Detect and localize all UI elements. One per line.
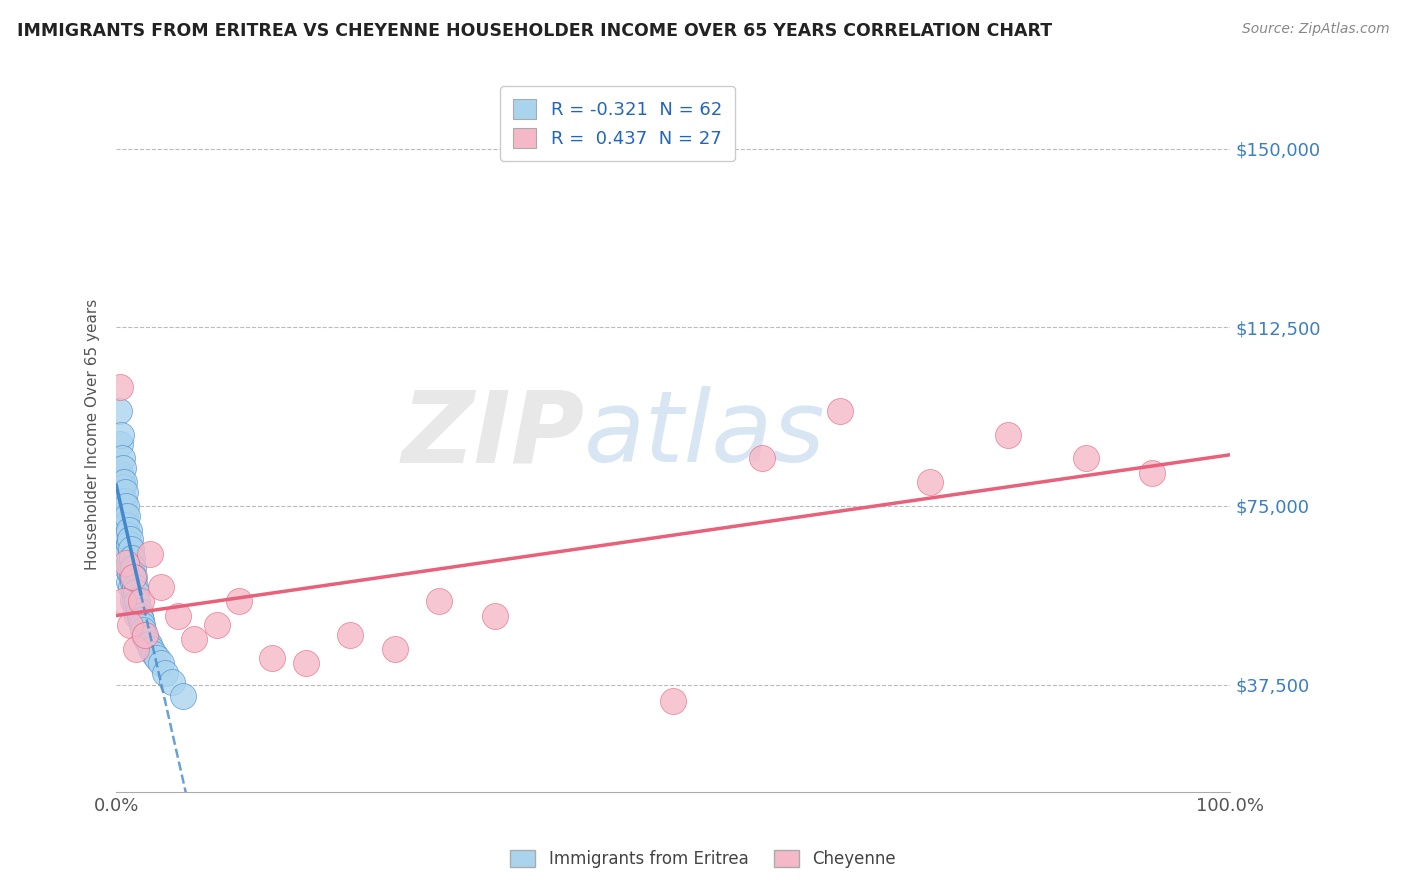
Point (228, 594, 250, 608)
Point (118, 618, 141, 632)
Point (111, 475, 134, 490)
Point (115, 537, 138, 551)
Point (384, 641, 406, 656)
Point (122, 570, 145, 584)
Point (751, 451, 773, 466)
Point (122, 584, 145, 599)
Point (111, 451, 134, 466)
Point (1142, 466, 1164, 480)
Point (135, 632, 157, 647)
Point (117, 547, 139, 561)
Y-axis label: Householder Income Over 65 years: Householder Income Over 65 years (86, 299, 100, 570)
Point (1074, 451, 1097, 466)
Point (110, 427, 132, 442)
Point (114, 533, 136, 547)
Point (117, 556, 139, 570)
Point (129, 594, 152, 608)
Point (111, 480, 134, 494)
Point (128, 604, 150, 618)
Point (115, 518, 138, 533)
Point (115, 499, 138, 513)
Text: Source: ZipAtlas.com: Source: ZipAtlas.com (1241, 22, 1389, 37)
Point (339, 627, 361, 641)
Point (132, 623, 155, 637)
Point (146, 651, 169, 665)
Point (134, 627, 156, 641)
Point (111, 504, 134, 518)
Point (118, 551, 141, 566)
Point (110, 484, 132, 499)
Point (160, 675, 183, 690)
Point (124, 594, 146, 608)
Point (121, 570, 143, 584)
Point (128, 608, 150, 623)
Point (112, 494, 135, 508)
Point (125, 584, 148, 599)
Point (112, 518, 135, 533)
Point (117, 537, 139, 551)
Point (118, 533, 141, 547)
Point (134, 627, 156, 641)
Point (262, 651, 284, 665)
Point (122, 594, 145, 608)
Point (139, 641, 162, 656)
Point (997, 427, 1019, 442)
Point (122, 575, 145, 590)
Point (118, 566, 141, 580)
Point (662, 694, 685, 708)
Point (138, 637, 160, 651)
Point (115, 556, 138, 570)
Point (111, 494, 134, 508)
Point (108, 437, 131, 451)
Point (149, 656, 172, 670)
Point (122, 561, 145, 575)
Point (114, 484, 136, 499)
Point (120, 561, 142, 575)
Point (155, 665, 177, 680)
Point (117, 508, 139, 523)
Point (120, 541, 142, 556)
Point (131, 618, 153, 632)
Point (205, 618, 228, 632)
Point (124, 580, 146, 594)
Text: atlas: atlas (583, 386, 825, 483)
Point (918, 475, 941, 490)
Legend: Immigrants from Eritrea, Cheyenne: Immigrants from Eritrea, Cheyenne (503, 843, 903, 875)
Point (117, 527, 139, 541)
Point (108, 466, 131, 480)
Point (111, 594, 134, 608)
Point (294, 656, 316, 670)
Point (114, 508, 136, 523)
Point (127, 608, 149, 623)
Point (112, 475, 135, 490)
Point (127, 594, 149, 608)
Text: ZIP: ZIP (401, 386, 583, 483)
Point (107, 403, 129, 417)
Point (111, 461, 134, 475)
Point (830, 403, 852, 417)
Point (117, 561, 139, 575)
Point (120, 580, 142, 594)
Point (117, 523, 139, 537)
Point (129, 613, 152, 627)
Point (122, 570, 145, 584)
Point (143, 647, 166, 661)
Point (117, 575, 139, 590)
Point (166, 608, 188, 623)
Point (427, 594, 450, 608)
Point (183, 632, 205, 647)
Point (121, 551, 143, 566)
Point (484, 608, 506, 623)
Point (125, 604, 148, 618)
Point (149, 580, 172, 594)
Point (108, 380, 131, 394)
Point (172, 690, 194, 704)
Text: IMMIGRANTS FROM ERITREA VS CHEYENNE HOUSEHOLDER INCOME OVER 65 YEARS CORRELATION: IMMIGRANTS FROM ERITREA VS CHEYENNE HOUS… (17, 22, 1052, 40)
Point (138, 547, 160, 561)
Legend: R = -0.321  N = 62, R =  0.437  N = 27: R = -0.321 N = 62, R = 0.437 N = 27 (501, 87, 735, 161)
Point (125, 641, 148, 656)
